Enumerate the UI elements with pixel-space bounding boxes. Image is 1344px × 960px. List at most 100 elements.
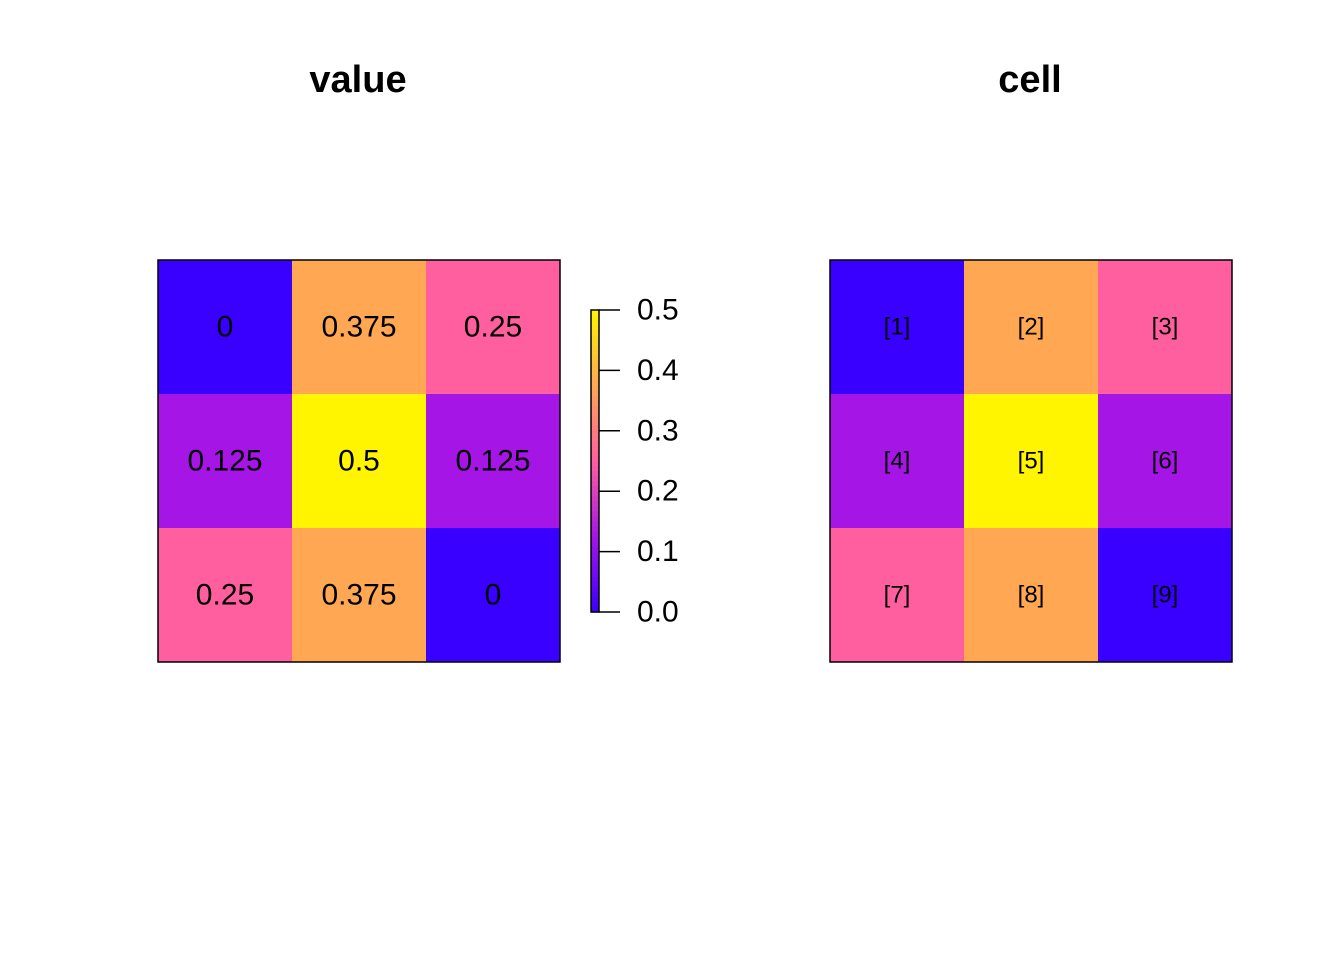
cell-grid: [1] [2] [3] [4] [5] [6] [7] [8] [9] (830, 260, 1233, 663)
cell-title: cell (998, 59, 1061, 101)
colorbar-swatch (591, 476, 599, 482)
colorbar-swatch (591, 415, 599, 422)
cell-cell-label-8: [8] (1018, 582, 1045, 609)
cell-cell-4 (830, 394, 965, 529)
value-cell-9 (426, 528, 561, 663)
cell-cell-6 (1098, 394, 1233, 529)
colorbar-legend: 0.0 0.1 0.2 0.3 0.4 0.5 (590, 294, 679, 629)
colorbar-swatch (591, 601, 599, 608)
colorbar-swatch (591, 410, 599, 417)
colorbar-swatch (591, 561, 599, 568)
colorbar-swatch (591, 385, 599, 392)
value-cell-label-4: 0.125 (187, 445, 262, 478)
cell-cell-label-3: [3] (1152, 314, 1179, 341)
colorbar-swatch (591, 551, 599, 558)
value-cell-6 (426, 394, 561, 529)
cell-cell-label-4: [4] (884, 448, 911, 475)
colorbar-tick-label: 0.1 (637, 535, 679, 568)
colorbar-swatch (591, 586, 599, 593)
cell-cell-1 (830, 260, 965, 395)
cell-cell-label-1: [1] (884, 314, 911, 341)
cell-cell-9 (1098, 528, 1233, 663)
colorbar-tick-label: 0.5 (637, 294, 679, 327)
colorbar-swatch (591, 496, 599, 502)
cell-frame (829, 259, 1233, 663)
colorbar-swatch (591, 526, 599, 533)
value-grid: 0 0.375 0.25 0.125 0.5 0.125 0.25 0.375 0 (158, 260, 561, 663)
cell-cell-8 (964, 528, 1099, 663)
colorbar-swatch (591, 320, 599, 326)
cell-cell-label-9: [9] (1152, 582, 1179, 609)
colorbar-swatch (591, 581, 599, 588)
colorbar-swatch (591, 606, 599, 613)
value-cell-7 (158, 528, 293, 663)
colorbar-swatch (591, 531, 599, 538)
colorbar-swatch (591, 511, 599, 517)
colorbar-tick-label: 0.4 (637, 354, 679, 387)
value-cell-2 (292, 260, 427, 395)
colorbar-swatch (591, 380, 599, 387)
value-cell-label-6: 0.125 (455, 445, 530, 478)
colorbar-swatch (591, 390, 599, 397)
colorbar-swatch (591, 310, 599, 316)
value-cell-label-8: 0.375 (321, 579, 396, 612)
colorbar-frame (590, 309, 600, 613)
cell-cell-7 (830, 528, 965, 663)
colorbar-swatch (591, 506, 599, 512)
value-cell-label-9: 0 (485, 579, 502, 612)
colorbar-swatch (591, 501, 599, 507)
colorbar-swatch (591, 370, 599, 377)
value-cell-label-7: 0.25 (196, 579, 254, 612)
colorbar-swatch (591, 425, 599, 432)
value-cell-5 (292, 394, 427, 529)
cell-cell-3 (1098, 260, 1233, 395)
colorbar-swatch (591, 536, 599, 543)
value-cell-label-3: 0.25 (464, 311, 522, 344)
cell-cell-label-2: [2] (1018, 314, 1045, 341)
colorbar-swatch (591, 430, 599, 437)
colorbar-swatch (591, 405, 599, 412)
colorbar-swatch (591, 486, 599, 492)
colorbar-swatch (591, 576, 599, 583)
colorbar-swatch (591, 541, 599, 548)
value-cell-8 (292, 528, 427, 663)
value-cell-label-2: 0.375 (321, 311, 396, 344)
cell-panel: cell [1] [2] [3] [4] [5] [6] [7] [8] [9] (829, 59, 1233, 663)
colorbar-swatch (591, 571, 599, 578)
colorbar-swatch (591, 596, 599, 603)
colorbar-swatch (591, 455, 599, 462)
colorbar-swatch (591, 335, 599, 341)
colorbar-swatch (591, 440, 599, 447)
colorbar-swatch (591, 315, 599, 321)
cell-cell-label-7: [7] (884, 582, 911, 609)
cell-cell-5 (964, 394, 1099, 529)
value-cell-4 (158, 394, 293, 529)
colorbar-swatch (591, 466, 599, 472)
colorbar-swatch (591, 591, 599, 598)
colorbar-swatch (591, 345, 599, 351)
cell-cell-label-6: [6] (1152, 448, 1179, 475)
colorbar-swatch (591, 400, 599, 407)
colorbar-swatch (591, 350, 599, 356)
colorbar-swatch (591, 521, 599, 528)
colorbar-swatch (591, 556, 599, 563)
colorbar-swatch (591, 355, 599, 361)
colorbar-swatch (591, 481, 599, 487)
colorbar-swatch (591, 566, 599, 573)
colorbar-swatch (591, 450, 599, 457)
cell-cell-2 (964, 260, 1099, 395)
colorbar-swatch (591, 395, 599, 402)
value-cell-1 (158, 260, 293, 395)
colorbar-tick-label: 0.3 (637, 414, 679, 447)
value-panel: value 0 0.375 0.25 0.125 0.5 0.125 0.25 0.375 0 … (157, 59, 679, 663)
colorbar-swatch (591, 435, 599, 442)
colorbar-swatch (591, 330, 599, 336)
colorbar-swatch (591, 471, 599, 477)
value-frame (157, 259, 561, 663)
colorbar-swatch (591, 491, 599, 497)
colorbar-swatch (591, 546, 599, 553)
colorbar-swatch (591, 420, 599, 427)
colorbar-swatch (591, 325, 599, 331)
value-title: value (309, 59, 406, 101)
